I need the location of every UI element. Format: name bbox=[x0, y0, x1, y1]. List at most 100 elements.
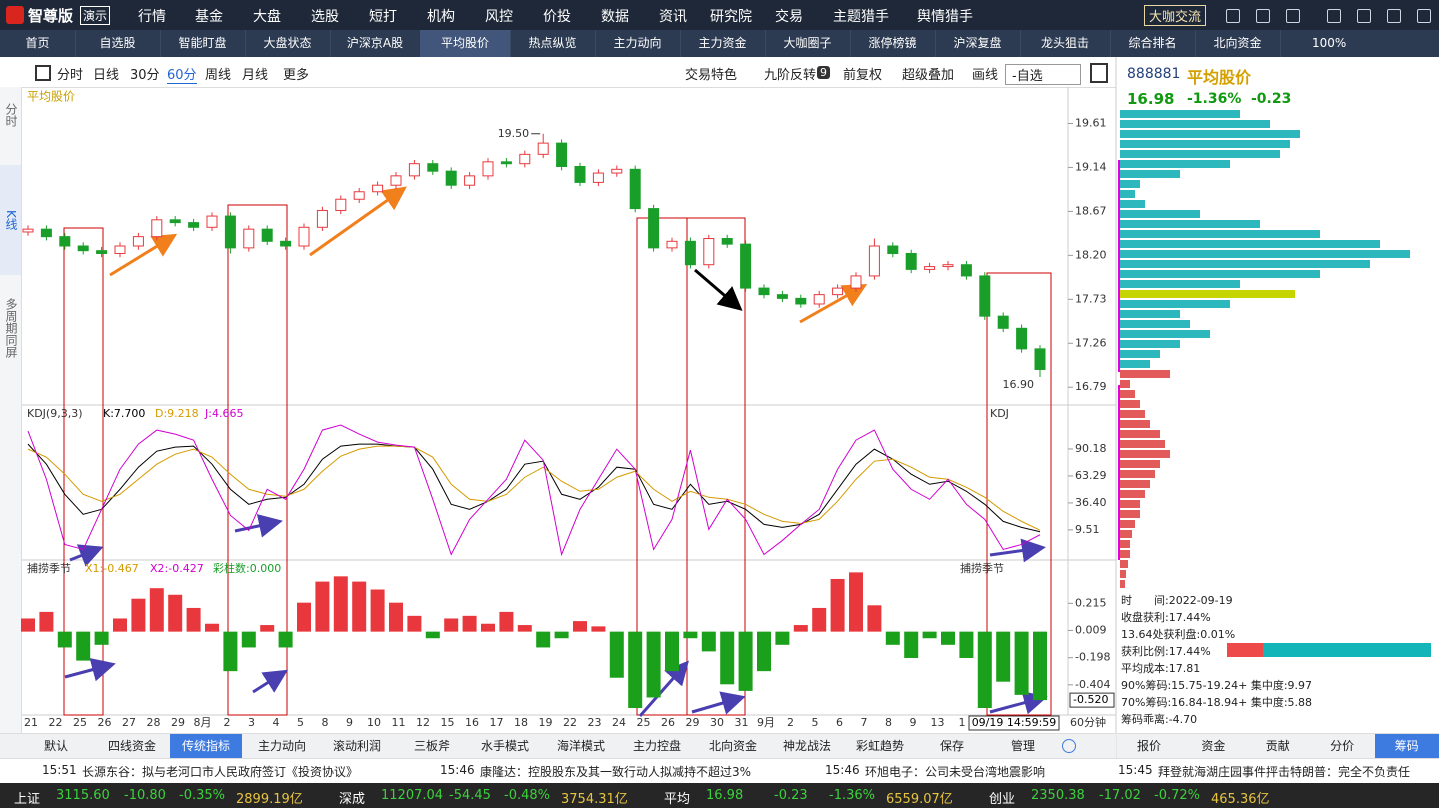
index-name[interactable]: 深成 bbox=[339, 792, 366, 807]
candle-body bbox=[519, 153, 531, 165]
tab[interactable]: 大盘状态 bbox=[245, 30, 331, 57]
window-icon[interactable] bbox=[1286, 9, 1300, 23]
right-tab[interactable]: 资金 bbox=[1201, 739, 1226, 753]
window-icon[interactable] bbox=[1387, 9, 1401, 23]
indicator-tab[interactable]: 四线资金 bbox=[107, 739, 156, 753]
menu-item[interactable]: 行情 bbox=[138, 9, 166, 25]
news-time[interactable]: 15:46 bbox=[825, 763, 860, 777]
side-tab[interactable]: 多周期同屏 bbox=[4, 297, 18, 358]
tab[interactable]: 主力动向 bbox=[595, 30, 681, 57]
x-tick-label: 27 bbox=[122, 716, 136, 729]
exchange-button[interactable]: 大咖交流 bbox=[1144, 5, 1207, 26]
tab[interactable]: 平均股价 bbox=[420, 30, 511, 57]
indicator-tab[interactable]: 传统指标 bbox=[170, 734, 242, 758]
histogram-bar bbox=[517, 625, 532, 632]
right-tab[interactable]: 筹码 bbox=[1374, 734, 1439, 758]
right-tab[interactable]: 分价 bbox=[1330, 739, 1355, 753]
collapse-button[interactable] bbox=[1062, 739, 1076, 753]
menu-item[interactable]: 选股 bbox=[311, 9, 339, 25]
period[interactable]: 更多 bbox=[283, 68, 310, 83]
tab[interactable]: 自选股 bbox=[75, 30, 161, 57]
window-icon[interactable] bbox=[1357, 9, 1371, 23]
right-tab[interactable]: 报价 bbox=[1136, 739, 1161, 753]
menu-item[interactable]: 数据 bbox=[601, 9, 629, 25]
tab[interactable]: 首页 bbox=[0, 30, 76, 57]
toolbar-option[interactable]: 画线 bbox=[972, 68, 999, 83]
menu-item[interactable]: 资讯 bbox=[659, 9, 687, 25]
index-name[interactable]: 上证 bbox=[14, 792, 41, 807]
news-text[interactable]: 康隆达：控股股东及其一致行动人拟减持不超过3% bbox=[480, 765, 752, 779]
side-tab[interactable]: 分时 bbox=[4, 103, 18, 127]
news-text[interactable]: 环旭电子：公司未受台湾地震影响 bbox=[865, 765, 1046, 779]
menu-item[interactable]: 主题猎手 bbox=[833, 9, 889, 25]
period[interactable]: 30分 bbox=[130, 68, 160, 83]
toolbar-option[interactable]: 交易特色 bbox=[685, 68, 738, 83]
zoom[interactable]: 100% bbox=[1312, 36, 1347, 50]
right-tabs: 报价 资金 贡献 分价 筹码 bbox=[1117, 733, 1439, 758]
period[interactable]: 月线 bbox=[242, 68, 269, 83]
news-text[interactable]: 长源东谷：拟与老河口市人民政府签订《投资协议》 bbox=[82, 765, 359, 779]
x-tick-label: 5 bbox=[812, 716, 819, 729]
menu-item[interactable]: 研究院 bbox=[710, 9, 752, 25]
menu-item[interactable]: 大盘 bbox=[253, 9, 281, 25]
tab[interactable]: 涨停榜镜 bbox=[850, 30, 936, 57]
index-name[interactable]: 创业 bbox=[989, 792, 1016, 807]
indicator-tab[interactable]: 水手模式 bbox=[480, 739, 529, 753]
period[interactable]: 日线 bbox=[93, 68, 120, 83]
window-icon[interactable] bbox=[1327, 9, 1341, 23]
period[interactable]: 周线 bbox=[205, 68, 232, 83]
indicator-tab[interactable]: 管理 bbox=[1010, 739, 1035, 753]
toolbar-option[interactable]: 前复权 bbox=[843, 68, 883, 83]
panel-toggle[interactable] bbox=[35, 65, 51, 81]
menu-item[interactable]: 短打 bbox=[369, 9, 397, 25]
tab[interactable]: 北向资金 bbox=[1195, 30, 1281, 57]
menu-item[interactable]: 交易 bbox=[775, 9, 803, 25]
tab[interactable]: 大咖圈子 bbox=[765, 30, 851, 57]
tab[interactable]: 主力资金 bbox=[680, 30, 766, 57]
right-panel-toggle[interactable] bbox=[1090, 63, 1108, 83]
candle-body bbox=[372, 184, 384, 193]
menu-item[interactable]: 风控 bbox=[485, 9, 513, 25]
right-tab[interactable]: 贡献 bbox=[1265, 739, 1290, 753]
menu-item[interactable]: 价投 bbox=[543, 9, 571, 25]
side-tab[interactable]: K线 bbox=[0, 165, 21, 275]
window-icon[interactable] bbox=[1256, 9, 1270, 23]
logo-icon[interactable] bbox=[6, 6, 24, 24]
indicator-tab[interactable]: 默认 bbox=[43, 739, 68, 753]
toolbar-option[interactable]: 超级叠加 bbox=[902, 68, 955, 83]
period[interactable]: 分时 bbox=[57, 68, 84, 83]
indicator-tab[interactable]: 主力控盘 bbox=[632, 739, 681, 753]
demo-badge[interactable]: 演示 bbox=[80, 6, 111, 25]
indicator-tab[interactable]: 彩虹趋势 bbox=[855, 739, 904, 753]
index-name[interactable]: 平均 bbox=[664, 792, 691, 807]
candle-body bbox=[574, 166, 586, 183]
period[interactable]: 60分 bbox=[167, 64, 197, 84]
indicator-tab[interactable]: 三板斧 bbox=[413, 739, 450, 753]
tab[interactable]: 龙头狙击 bbox=[1020, 30, 1111, 57]
news-time[interactable]: 15:46 bbox=[440, 763, 475, 777]
indicator-tab[interactable]: 海洋模式 bbox=[556, 739, 605, 753]
indicator-tab[interactable]: 保存 bbox=[939, 739, 964, 753]
tab[interactable]: 智能盯盘 bbox=[160, 30, 246, 57]
tab[interactable]: 综合排名 bbox=[1110, 30, 1196, 57]
toolbar-option[interactable]: -自选 bbox=[1005, 64, 1081, 85]
chip-bar bbox=[1120, 350, 1160, 358]
news-time[interactable]: 15:51 bbox=[42, 763, 77, 777]
tab[interactable]: 热点纵览 bbox=[510, 30, 596, 57]
histogram-bar bbox=[223, 631, 238, 672]
menu-item[interactable]: 基金 bbox=[195, 9, 223, 25]
menu-item[interactable]: 舆情猎手 bbox=[917, 9, 973, 25]
indicator-tab[interactable]: 神龙战法 bbox=[782, 739, 831, 753]
indicator-tab[interactable]: 北向资金 bbox=[708, 739, 757, 753]
news-time[interactable]: 15:45 bbox=[1118, 763, 1153, 777]
window-icon[interactable] bbox=[1417, 9, 1431, 23]
menu-item[interactable]: 机构 bbox=[427, 9, 455, 25]
toolbar-option[interactable]: 九阶反转 bbox=[764, 68, 817, 83]
tab[interactable]: 沪深复盘 bbox=[935, 30, 1021, 57]
indicator-tab[interactable]: 滚动利润 bbox=[332, 739, 381, 753]
window-icon[interactable] bbox=[1226, 9, 1240, 23]
quote-header: 888881 平均股价 16.98 -1.36% -0.23 bbox=[1117, 57, 1439, 109]
news-text[interactable]: 拜登就海湖庄园事件抨击特朗普：完全不负责任 bbox=[1158, 765, 1411, 779]
logo[interactable]: 智尊版 bbox=[28, 7, 74, 25]
indicator-tab[interactable]: 主力动向 bbox=[257, 739, 306, 753]
